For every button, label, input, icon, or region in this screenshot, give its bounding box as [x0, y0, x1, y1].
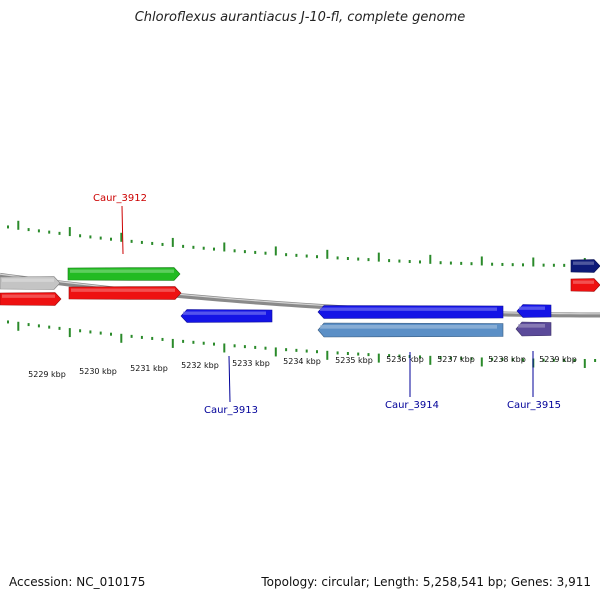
gene-blue-caur3914[interactable]	[317, 305, 504, 319]
gene-callout[interactable]: Caur_3914	[385, 352, 439, 411]
tick-labels: 5229 kbp 5230 kbp 5231 kbp 5232 kbp 5233 kbp…	[28, 355, 577, 379]
accession-text: Accession: NC_010175	[9, 575, 146, 589]
gene-purple[interactable]	[515, 321, 552, 337]
gene-red-right[interactable]	[570, 278, 600, 292]
callout-line	[121, 205, 124, 255]
tick-label: 5231 kbp	[130, 364, 168, 373]
ticks-bottom	[7, 320, 597, 368]
gene-blue-caur3913[interactable]	[180, 309, 273, 323]
gene-label[interactable]: Caur_3912	[93, 193, 147, 204]
tick-label: 5239 kbp	[539, 355, 577, 364]
tick-label: 5237 kbp	[437, 355, 475, 364]
genome-summary-text: Topology: circular; Length: 5,258,541 bp…	[261, 575, 591, 589]
tick-label: 5230 kbp	[79, 367, 117, 376]
ticks-top	[7, 220, 597, 267]
tick-label: 5233 kbp	[232, 359, 270, 368]
gene-callouts: Caur_3912 Caur_3913 Caur_3914 Caur_3915	[93, 193, 561, 416]
tick-label: 5236 kbp	[386, 355, 424, 364]
callout-line	[228, 355, 231, 403]
gene-green-top[interactable]	[67, 267, 181, 281]
gene-label[interactable]: Caur_3915	[507, 400, 561, 411]
tick-label: 5232 kbp	[181, 361, 219, 370]
tick-label: 5234 kbp	[283, 357, 321, 366]
gene-gray-top-left[interactable]	[0, 276, 61, 290]
tick-label: 5229 kbp	[28, 370, 66, 379]
tick-label: 5235 kbp	[335, 356, 373, 365]
genome-title: Chloroflexus aurantiacus J-10-fl, comple…	[134, 10, 466, 25]
gene-red-left[interactable]	[0, 292, 62, 306]
gene-callout[interactable]: Caur_3913	[204, 355, 258, 416]
gene-red-caur3912[interactable]	[68, 286, 182, 300]
gene-label[interactable]: Caur_3914	[385, 400, 439, 411]
gene-callout[interactable]: Caur_3912	[93, 193, 147, 255]
features	[0, 259, 600, 338]
gene-label[interactable]: Caur_3913	[204, 405, 258, 416]
tick-label: 5238 kbp	[488, 355, 526, 364]
gene-steelblue[interactable]	[317, 322, 504, 338]
gene-callout[interactable]: Caur_3915	[507, 351, 561, 411]
gene-navy-top-right[interactable]	[570, 259, 600, 273]
gene-blue-caur3915[interactable]	[516, 304, 552, 318]
